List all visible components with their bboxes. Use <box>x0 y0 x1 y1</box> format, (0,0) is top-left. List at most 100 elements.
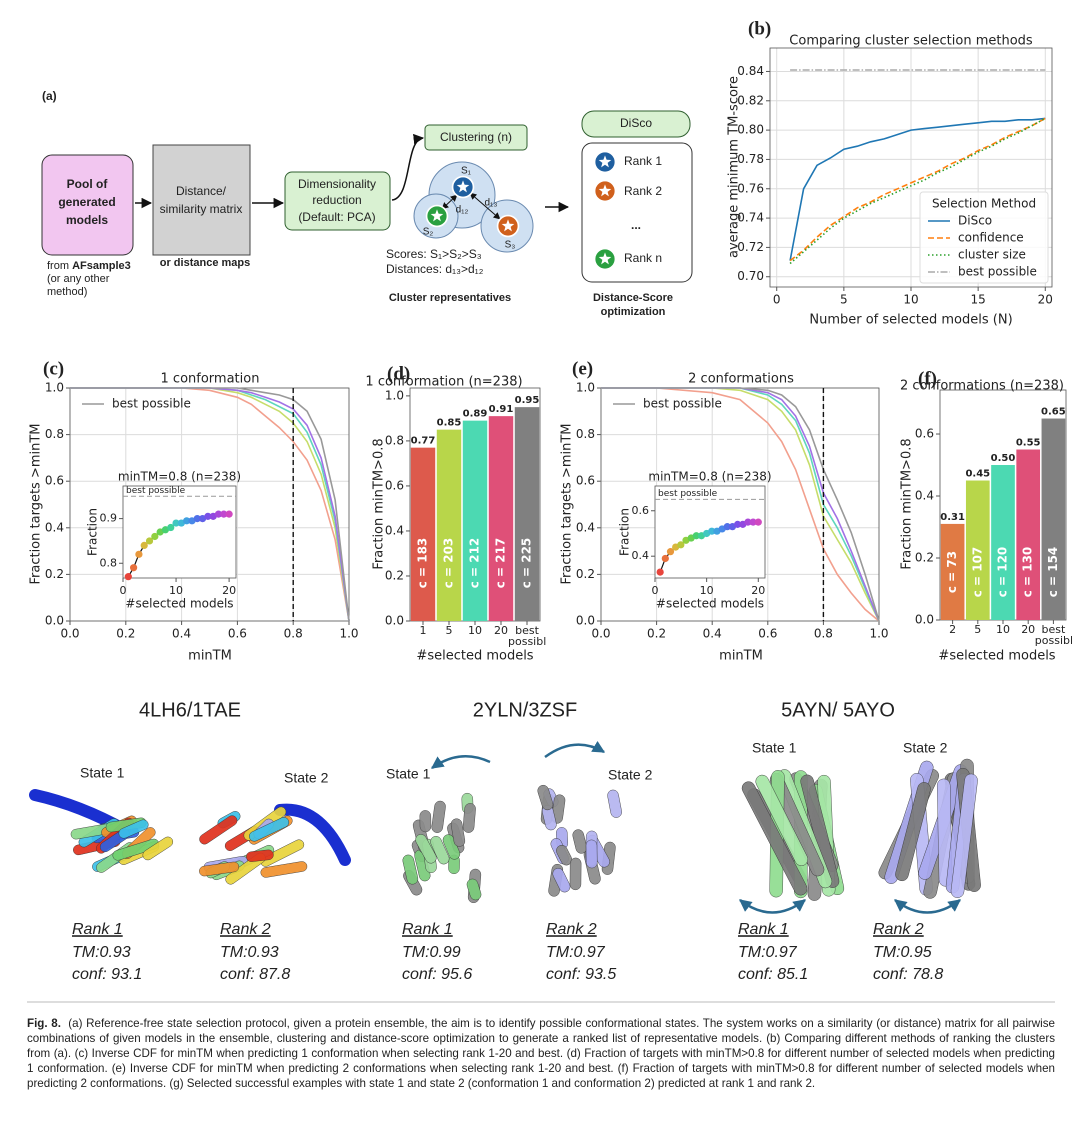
inset-y-label: Fraction <box>618 508 632 556</box>
x-tick-label: best possible <box>1034 624 1072 647</box>
x-tick-label: 20 <box>222 584 236 597</box>
helix <box>142 836 174 861</box>
x-tick-label: 10 <box>468 625 482 637</box>
caption-text: (a) Reference-free state selection proto… <box>27 1017 1055 1090</box>
y-tick-label: 1.0 <box>45 381 64 395</box>
helix <box>249 817 290 842</box>
disco-text: DiSco <box>620 116 652 130</box>
legend-label: best possible <box>958 265 1037 279</box>
y-tick-label: 0.6 <box>45 474 64 488</box>
rank-label: Rank 2 <box>873 921 924 938</box>
example-title: 4LH6/1TAE <box>139 699 241 721</box>
bar <box>514 407 540 621</box>
inset-point <box>130 564 138 572</box>
legend-label: DiSco <box>958 214 992 228</box>
y-tick-label: 0.6 <box>632 504 650 517</box>
y-tick-label: 0.80 <box>737 123 764 137</box>
x-tick-label: 0.2 <box>116 627 135 641</box>
confidence: conf: 87.8 <box>220 966 290 983</box>
helix <box>552 868 571 893</box>
series-line <box>70 387 350 622</box>
count-label: c = 107 <box>970 547 984 598</box>
x-tick-label-box: 10 <box>995 624 1010 636</box>
y-tick-label: 0.70 <box>737 269 764 283</box>
x-tick-label-box: best possible <box>508 625 546 648</box>
inset-point <box>135 550 143 558</box>
clustering-text: Clustering (n) <box>440 130 512 144</box>
x-tick-label: 0.6 <box>228 627 247 641</box>
bar <box>965 480 990 620</box>
scores-text: Scores: S₁>S₂>S₃ <box>386 247 482 261</box>
x-tick-label-box: 20 <box>494 625 508 636</box>
rank-text: Rank 1 <box>624 154 662 168</box>
reference-label: best possible <box>126 486 186 496</box>
reduction-text: Dimensionality <box>298 177 376 191</box>
cluster-caption: Cluster representatives <box>389 292 511 304</box>
helix <box>937 778 953 887</box>
helix <box>585 839 598 869</box>
pool-text: generated <box>58 195 115 209</box>
inset-point <box>145 537 154 545</box>
y-tick-label: 0.6 <box>385 478 404 492</box>
x-tick-label: 0.6 <box>758 627 777 641</box>
x-tick-label: 1.0 <box>869 627 888 641</box>
inset-point <box>666 548 675 556</box>
inset-point <box>744 518 752 526</box>
state-label: State 2 <box>903 740 948 756</box>
reduction-box <box>284 171 391 231</box>
distance-arrow <box>441 194 458 210</box>
value-label: 0.45 <box>965 469 990 480</box>
y-axis-label: Fraction targets >minTM <box>29 423 44 584</box>
state-label: State 1 <box>386 766 431 782</box>
x-tick-label: 0.4 <box>703 627 722 641</box>
reduction-text: (Default: PCA) <box>298 210 375 224</box>
series-line <box>789 117 1046 265</box>
x-tick-label: 1 <box>419 625 427 637</box>
inset-point <box>124 573 132 581</box>
helix <box>419 810 432 833</box>
tm-score: TM:0.93 <box>72 944 131 961</box>
count-label: c = 130 <box>1021 547 1035 598</box>
pool-note-text: from <box>47 260 72 272</box>
inset-title: minTM=0.8 (n=238) <box>118 470 241 484</box>
pool-note-text: (or any other <box>47 273 110 285</box>
rank-label: Rank 1 <box>738 921 789 938</box>
rank-label: Rank 2 <box>220 921 271 938</box>
y-tick-label: 0.4 <box>45 520 64 534</box>
inset-point <box>183 517 191 525</box>
inset-point <box>220 510 228 518</box>
tm-score: TM:0.97 <box>738 944 798 961</box>
tm-score: TM:0.99 <box>402 944 461 961</box>
y-tick-label: 0.0 <box>385 614 404 628</box>
protein-structures <box>29 758 981 904</box>
y-tick-label: 0.8 <box>385 433 404 447</box>
cluster-symbol: S₁ <box>461 166 472 177</box>
helix <box>415 834 437 864</box>
x-tick-label: 10 <box>700 584 714 597</box>
y-tick-label: 0.8 <box>576 427 595 441</box>
inset-point <box>677 541 685 549</box>
helix <box>199 861 240 877</box>
cluster-symbol: d₁₂ <box>456 205 469 216</box>
matrix-text: Distance/ <box>176 184 227 198</box>
chart-title: 2 conformations <box>688 372 794 387</box>
y-tick-label: 0.78 <box>737 152 764 166</box>
inset-point <box>749 518 757 526</box>
state-label: State 2 <box>608 767 653 783</box>
y-tick-label: 0.6 <box>915 427 934 441</box>
x-tick-label: 10 <box>995 624 1010 636</box>
inset-point <box>225 510 233 518</box>
rank-text: Rank n <box>624 251 662 265</box>
y-tick-label: 0.74 <box>737 211 764 225</box>
ranks-box <box>581 142 693 283</box>
x-tick-label-box: 1 <box>419 625 427 637</box>
inset-point <box>214 510 223 518</box>
panel-label: (e) <box>572 358 593 379</box>
x-tick-label: best possible <box>508 625 546 648</box>
matrix-text: similarity matrix <box>160 202 243 216</box>
x-tick-label: 5 <box>974 624 982 636</box>
cluster-symbol: d₁₃ <box>484 198 497 209</box>
y-tick-label: 0.4 <box>385 523 404 537</box>
count-label: c = 73 <box>945 551 959 593</box>
helix <box>260 861 308 878</box>
